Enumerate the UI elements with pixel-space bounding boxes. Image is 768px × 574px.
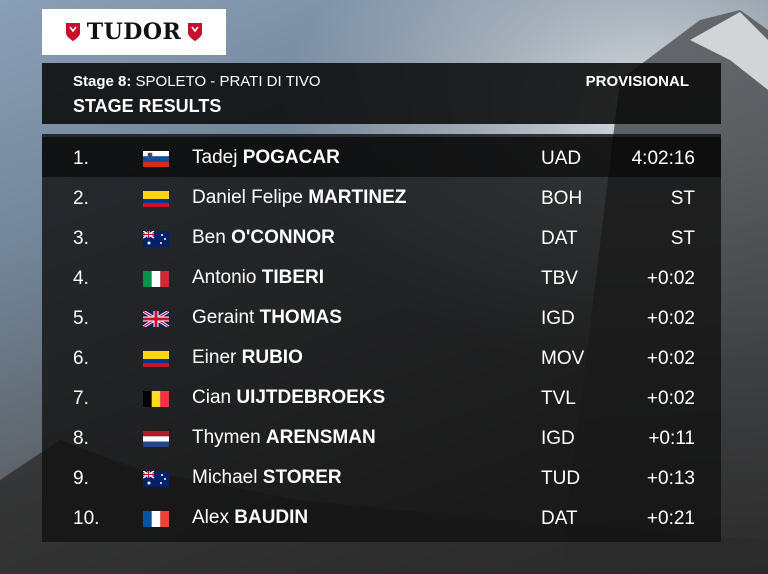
rider-name: Alex BAUDIN xyxy=(192,507,308,529)
first-name: Ben xyxy=(192,227,226,248)
last-name: THOMAS xyxy=(259,307,342,328)
first-name: Alex xyxy=(192,507,229,528)
team-code: BOH xyxy=(541,188,583,209)
position: 2. xyxy=(73,188,89,209)
finish-time: +0:21 xyxy=(646,508,695,529)
colombia-flag-icon xyxy=(143,351,169,367)
rider-name: Ben O'CONNOR xyxy=(192,227,335,249)
last-name: UIJTDEBROEKS xyxy=(236,387,386,408)
rider-name: Antonio TIBERI xyxy=(192,267,324,289)
last-name: BAUDIN xyxy=(234,507,309,528)
first-name: Geraint xyxy=(192,307,255,328)
finish-time: ST xyxy=(670,228,695,249)
table-row: 9. Michael STORER TUD +0:13 xyxy=(42,457,721,497)
first-name: Cian xyxy=(192,387,232,408)
position: 5. xyxy=(73,308,89,329)
team-code: TUD xyxy=(541,468,581,489)
page-title: STAGE RESULTS xyxy=(73,96,222,116)
results-header: Stage 8: SPOLETO - PRATI DI TIVO PROVISI… xyxy=(42,63,721,124)
first-name: Einer xyxy=(192,347,237,368)
position: 8. xyxy=(73,428,89,449)
table-row: 5. Geraint THOMAS IGD +0:02 xyxy=(42,297,721,337)
italy-flag-icon xyxy=(143,271,169,287)
last-name: MARTINEZ xyxy=(308,187,407,208)
team-code: TBV xyxy=(541,268,578,289)
logo-text: TUDOR xyxy=(86,19,182,45)
table-row: 6. Einer RUBIO MOV +0:02 xyxy=(42,337,721,377)
position: 6. xyxy=(73,348,89,369)
finish-time: +0:11 xyxy=(648,428,695,449)
last-name: TIBERI xyxy=(261,267,325,288)
status-badge: PROVISIONAL xyxy=(585,73,689,90)
table-row: 8. Thymen ARENSMAN IGD +0:11 xyxy=(42,417,721,457)
team-code: TVL xyxy=(541,388,576,409)
results-table: 1. Tadej POGACAR UAD 4:02:16 2. Daniel F… xyxy=(42,134,721,542)
team-code: IGD xyxy=(541,308,575,329)
first-name: Antonio xyxy=(192,267,257,288)
table-row: 10. Alex BAUDIN DAT +0:21 xyxy=(42,497,721,537)
first-name: Michael xyxy=(192,467,258,488)
australia-flag-icon xyxy=(143,231,169,247)
colombia-flag-icon xyxy=(143,191,169,207)
rider-name: Einer RUBIO xyxy=(192,347,303,369)
position: 9. xyxy=(73,468,89,489)
uk-flag-icon xyxy=(143,311,169,327)
rider-name: Geraint THOMAS xyxy=(192,307,342,329)
team-code: DAT xyxy=(541,228,578,249)
team-code: MOV xyxy=(541,348,585,369)
stage-label: Stage 8: xyxy=(73,73,132,90)
netherlands-flag-icon xyxy=(143,431,169,447)
finish-time: +0:02 xyxy=(646,308,695,329)
table-row: 7. Cian UIJTDEBROEKS TVL +0:02 xyxy=(42,377,721,417)
rider-name: Daniel Felipe MARTINEZ xyxy=(192,187,406,209)
table-row: 4. Antonio TIBERI TBV +0:02 xyxy=(42,257,721,297)
last-name: STORER xyxy=(262,467,342,488)
belgium-flag-icon xyxy=(143,391,169,407)
shield-icon xyxy=(65,23,80,41)
position: 7. xyxy=(73,388,89,409)
slovenia-flag-icon xyxy=(143,151,169,167)
australia-flag-icon xyxy=(143,471,169,487)
last-name: RUBIO xyxy=(241,347,303,368)
stage-line: Stage 8: SPOLETO - PRATI DI TIVO xyxy=(73,73,321,90)
rider-name: Michael STORER xyxy=(192,467,342,489)
table-row: 1. Tadej POGACAR UAD 4:02:16 xyxy=(42,137,721,177)
france-flag-icon xyxy=(143,511,169,527)
stage-route: SPOLETO - PRATI DI TIVO xyxy=(135,73,321,90)
position: 4. xyxy=(73,268,89,289)
last-name: ARENSMAN xyxy=(265,427,376,448)
shield-icon xyxy=(188,23,203,41)
last-name: O'CONNOR xyxy=(231,227,335,248)
finish-time: +0:02 xyxy=(646,348,695,369)
tudor-logo: TUDOR xyxy=(42,9,226,55)
table-row: 3. Ben O'CONNOR DAT ST xyxy=(42,217,721,257)
position: 1. xyxy=(73,148,89,169)
position: 3. xyxy=(73,228,89,249)
last-name: POGACAR xyxy=(242,147,340,168)
first-name: Daniel Felipe xyxy=(192,187,303,208)
rider-name: Tadej POGACAR xyxy=(192,147,340,169)
finish-time: ST xyxy=(670,188,695,209)
rider-name: Cian UIJTDEBROEKS xyxy=(192,387,385,409)
team-code: DAT xyxy=(541,508,578,529)
first-name: Thymen xyxy=(192,427,261,448)
table-row: 2. Daniel Felipe MARTINEZ BOH ST xyxy=(42,177,721,217)
team-code: IGD xyxy=(541,428,575,449)
team-code: UAD xyxy=(541,148,582,169)
finish-time: +0:02 xyxy=(646,268,695,289)
finish-time: +0:13 xyxy=(646,468,695,489)
finish-time: 4:02:16 xyxy=(631,148,695,169)
rider-name: Thymen ARENSMAN xyxy=(192,427,376,449)
position: 10. xyxy=(73,508,100,529)
first-name: Tadej xyxy=(192,147,238,168)
finish-time: +0:02 xyxy=(646,388,695,409)
